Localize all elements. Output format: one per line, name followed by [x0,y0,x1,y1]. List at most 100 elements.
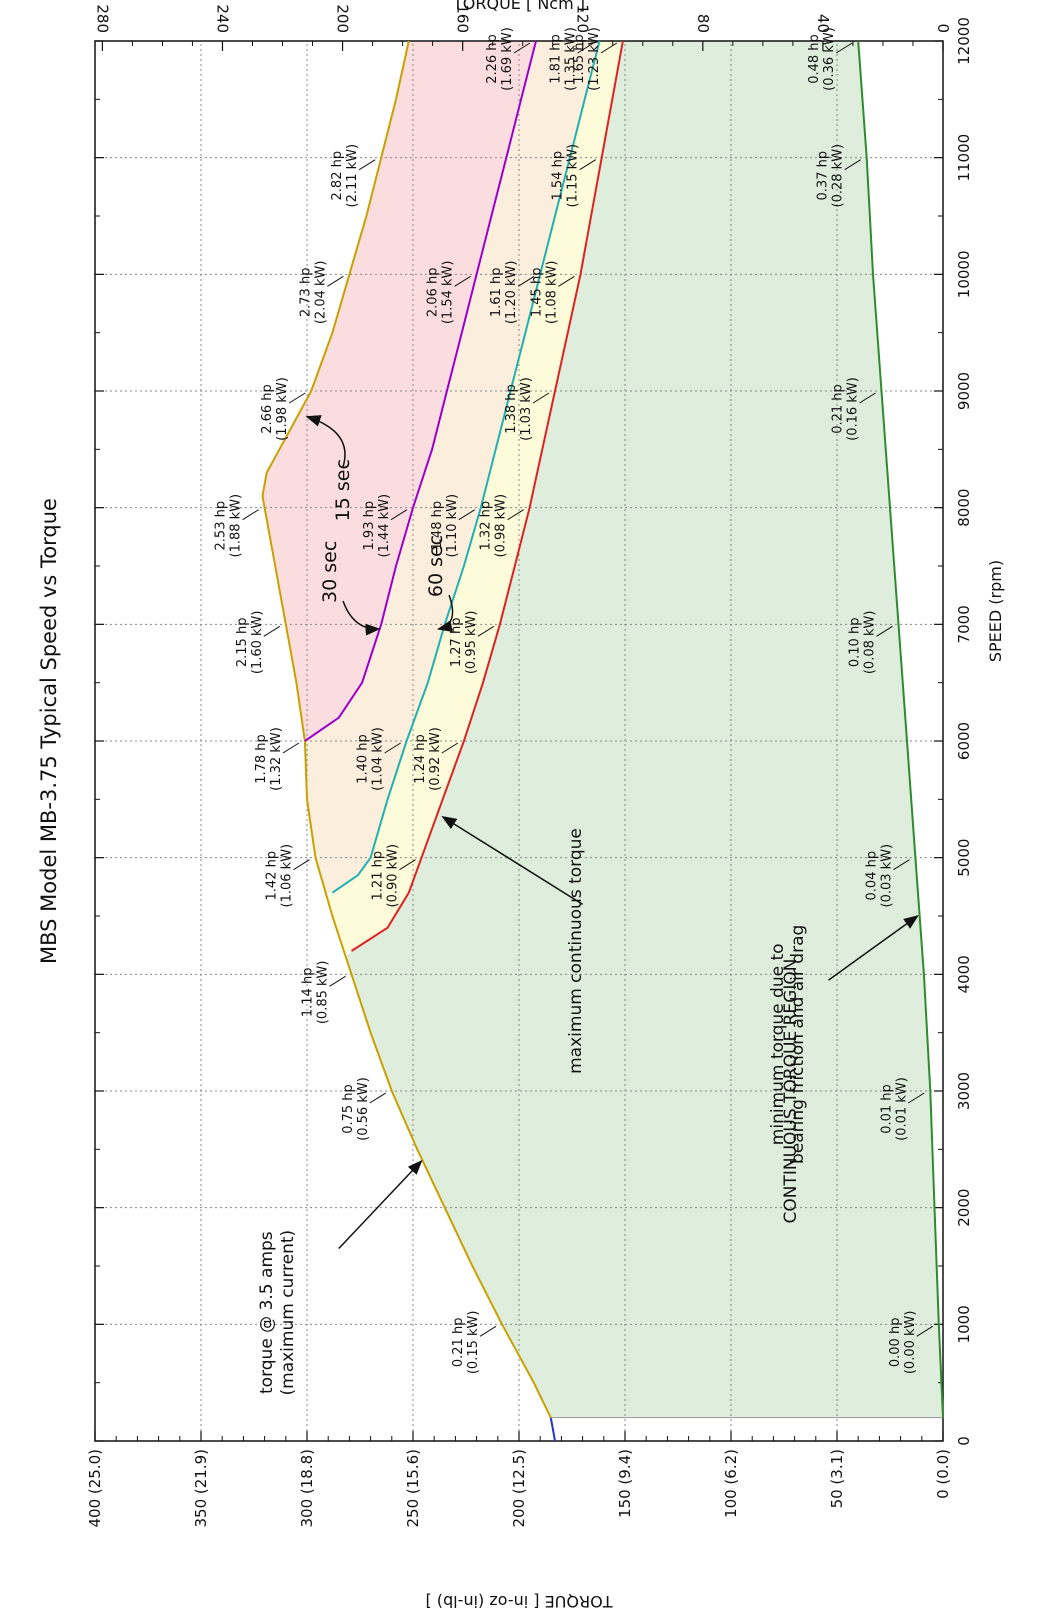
y2-tick-label: 200 [334,4,352,33]
annotation-leader [242,509,259,521]
series-line-0 [261,40,552,1419]
x-tick-label: 11000 [955,134,973,182]
x-tick-label: 6000 [955,722,973,760]
x-tick-label: 0 [955,1436,973,1446]
series-line-4 [857,40,944,1418]
60-sec-region-fill [327,41,623,951]
annotation-kw: (1.03 kW) [519,377,534,441]
annotation-leader [513,42,531,54]
y-tick-label: 200 (12.5) [510,1449,528,1528]
annotation-kw: (0.08 kW) [862,611,877,675]
annotation-kw: (0.98 kW) [494,494,509,558]
annotation-hp: 0.21 hp [451,1318,466,1368]
annotation-leader [454,275,471,287]
continuous-region-fill [345,41,943,1418]
annotation-hp: 0.37 hp [816,151,831,201]
annotation-kw: (2.11 kW) [345,144,360,208]
annotation-leader [390,509,408,521]
annotation-leader [876,625,893,637]
x-axis-label: SPEED (rpm) [986,560,1005,662]
annotation-leader [288,392,306,404]
annotation-kw: (1.44 kW) [377,494,392,558]
x-tick-label: 12000 [955,17,973,65]
y2-tick-label-group: 200 [334,4,352,33]
x-tick-label: 7000 [955,605,973,643]
annotation-kw: (0.95 kW) [464,611,479,675]
annotation-hp: 1.81 hp [549,34,564,84]
y2-tick-label: 80 [694,14,712,33]
annotation-hp: 0.75 hp [341,1084,356,1134]
annotation-hp: 1.27 hp [449,618,464,668]
series-line-3 [350,40,624,952]
annotation-hp: 2.53 hp [214,501,229,551]
annotation-hp: 2.15 hp [235,618,250,668]
annotation-leader [859,392,876,404]
annotation-leader [458,509,476,521]
annotation-hp: 0.21 hp [831,384,846,434]
label-60-sec: 60 sec [425,535,447,597]
max-continuous-label: maximum continuous torque [566,828,586,1074]
series-line-2 [331,40,601,894]
30-sec-region-fill [304,41,600,893]
y-tick-label: 300 (18.8) [298,1449,316,1528]
label-15-sec: 15 sec [332,459,354,521]
y-tick-label: 350 (21.9) [192,1449,210,1528]
annotation-leader [293,859,310,871]
annotation-hp: 2.26 hp [485,34,500,84]
annotation-leader [329,975,346,987]
min-torque-label-2: bearing friction and air drag [788,925,808,1164]
annotation-kw: (2.04 kW) [313,261,328,325]
annotation-hp: 1.61 hp [489,268,504,318]
y2-tick-label-group: 80 [694,14,712,33]
start-stub-line [549,1417,557,1442]
annotation-leader [479,1325,497,1337]
annotation-leader [384,742,401,754]
annotation-hp: 0.10 hp [847,618,862,668]
y2-tick-label: 0 [934,23,952,33]
y-tick-label: 0 (0.0) [934,1449,952,1499]
x-tick-label: 1000 [955,1305,973,1343]
annotation-kw: (0.36 kW) [822,27,837,91]
annotation-hp: 1.42 hp [264,851,279,901]
annotation-hp: 1.45 hp [529,268,544,318]
y2-tick-label: 280 [93,4,111,33]
y-axis-label-group: TORQUE [ in-oz (in-lb) ] [425,1592,613,1611]
chart-title: MBS Model MB-3.75 Typical Speed vs Torqu… [37,498,61,964]
annotation-leader [844,159,861,171]
y-tick-label: 400 (25.0) [86,1449,104,1528]
continuous-region-label: CONTINUOUS TORQUE REGION [781,959,801,1224]
annotation-leader [893,859,910,871]
annotation-kw: (1.69 kW) [500,27,515,91]
annotation-hp: 1.65 hp [572,34,587,84]
max-current-label-1: torque @ 3.5 amps [257,1231,277,1394]
annotation-hp: 2.73 hp [298,268,313,318]
y2-tick-label-group: 160 [454,4,472,33]
annotation-leader [579,159,596,171]
x-tick-label: 9000 [955,372,973,410]
annotation-kw: (0.03 kW) [879,844,894,908]
annotation-leader [558,275,575,287]
label-30-sec: 30 sec [319,541,341,603]
plot-area: 0100020003000400050006000700080009000100… [37,0,1005,1611]
annotation-leader [441,742,459,754]
y-tick-label: 100 (6.2) [722,1449,740,1518]
annotation-hp: 1.48 hp [430,501,445,551]
y-tick-label: 150 (9.4) [616,1449,634,1518]
annotation-hp: 1.14 hp [301,968,316,1018]
annotation-hp: 0.00 hp [888,1318,903,1368]
series-line-1 [304,40,537,742]
max-current-label-2: (maximum current) [278,1230,298,1396]
annotation-hp: 1.40 hp [356,734,371,784]
annotation-kw: (1.10 kW) [445,494,460,558]
annotation-hp: 1.93 hp [362,501,377,551]
y-axis-label: TORQUE [ in-oz (in-lb) ] [425,1592,613,1611]
annotation-hp: 1.24 hp [413,734,428,784]
annotation-kw: (1.23 kW) [587,27,602,91]
annotation-kw: (1.88 kW) [229,494,244,558]
annotation-kw: (1.54 kW) [441,261,456,325]
annotation-kw: (0.90 kW) [385,844,400,908]
annotation-kw: (1.15 kW) [566,144,581,208]
annotation-leader [835,42,853,54]
annotation-leader [517,275,535,287]
